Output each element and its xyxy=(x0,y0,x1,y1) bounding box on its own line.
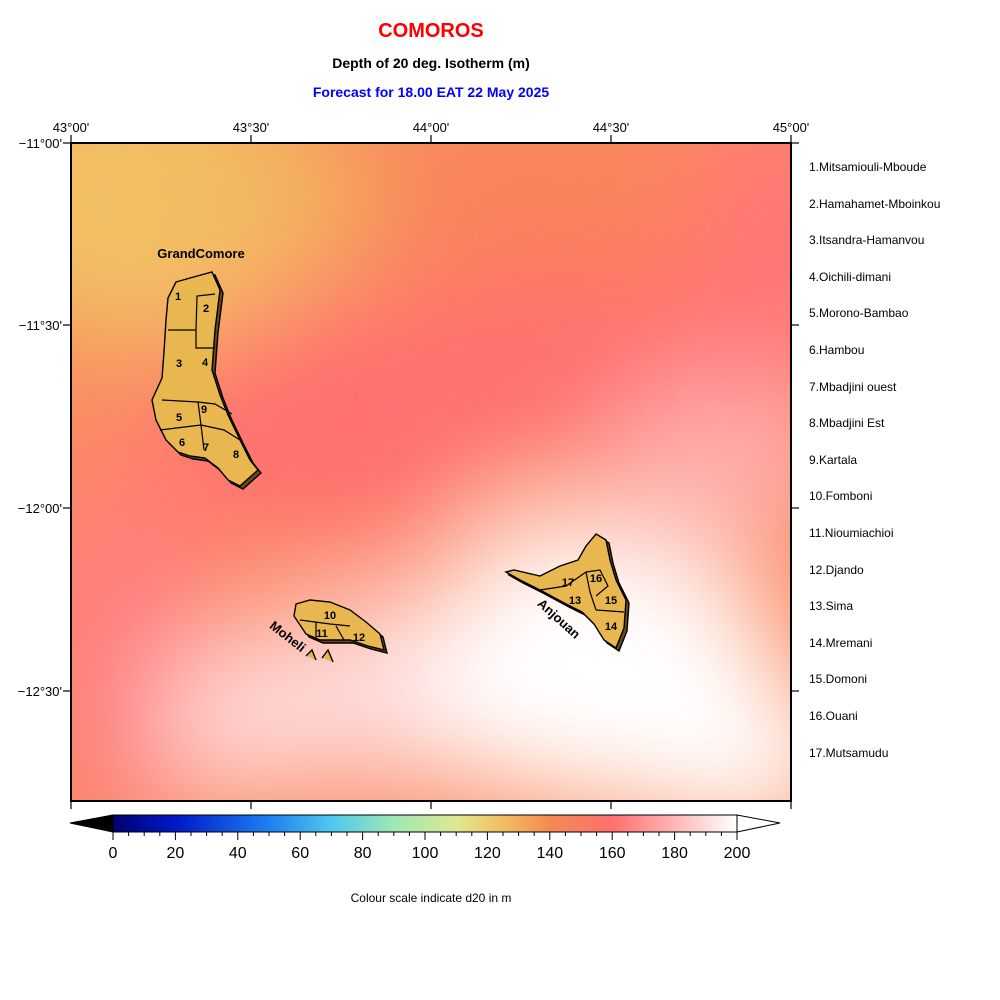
map-title: COMOROS xyxy=(378,20,484,42)
colorbar-tick-label: 160 xyxy=(599,845,626,862)
colorbar-tick-label: 200 xyxy=(724,845,751,862)
legend-item: 2.Hamahamet-Mboinkou xyxy=(809,196,941,211)
district-number: 9 xyxy=(201,404,207,416)
district-number: 3 xyxy=(176,358,182,370)
legend-item: 5.Morono-Bambao xyxy=(809,306,909,321)
district-number: 13 xyxy=(569,595,581,607)
district-number: 17 xyxy=(562,577,574,589)
legend-item: 17.Mutsamudu xyxy=(809,745,889,760)
axis-ticks xyxy=(63,135,799,809)
legend-item: 4.Oichili-dimani xyxy=(809,269,892,284)
lat-tick-label: −11°30' xyxy=(19,318,62,333)
lat-tick-label: −12°30' xyxy=(18,684,62,699)
colorbar: 0 20 40 60 80 100 120 140 160 180 200 xyxy=(69,814,781,862)
legend-item: 12.Djando xyxy=(809,562,864,577)
district-number: 6 xyxy=(179,437,185,449)
lat-tick-label: −11°00' xyxy=(19,136,62,151)
district-number: 2 xyxy=(203,303,209,315)
colorbar-caption: Colour scale indicate d20 in m xyxy=(350,891,512,905)
lat-tick-label: −12°00' xyxy=(18,501,62,516)
island-label-grand-comore: GrandComore xyxy=(157,246,244,261)
grand-comore-island xyxy=(151,271,262,490)
district-number: 4 xyxy=(202,357,209,369)
map-subtitle: Depth of 20 deg. Isotherm (m) xyxy=(332,55,530,71)
district-number: 5 xyxy=(176,412,182,424)
colorbar-tick-label: 0 xyxy=(109,845,118,862)
colorbar-over-arrow xyxy=(736,814,781,833)
legend-item: 11.Nioumiachioi xyxy=(809,525,894,540)
legend-item: 14.Mremani xyxy=(809,635,873,650)
forecast-time: Forecast for 18.00 EAT 22 May 2025 xyxy=(312,84,550,100)
colorbar-tick-label: 80 xyxy=(354,845,372,862)
legend-item: 8.Mbadjini Est xyxy=(809,416,885,431)
colorbar-tick-label: 120 xyxy=(474,845,501,862)
district-number: 8 xyxy=(233,449,239,461)
legend-item: 3.Itsandra-Hamanvou xyxy=(809,233,925,248)
colorbar-tick-label: 100 xyxy=(412,845,439,862)
legend-item: 10.Fomboni xyxy=(809,489,873,504)
district-number: 7 xyxy=(203,442,209,454)
colorbar-under-arrow xyxy=(69,814,114,833)
legend-item: 1.Mitsamiouli-Mboude xyxy=(809,160,927,174)
legend-item: 7.Mbadjini ouest xyxy=(809,379,897,394)
district-legend: 1.Mitsamiouli-Mboude 2.Hamahamet-Mboinko… xyxy=(809,158,1000,780)
lon-tick-label: 43°30' xyxy=(233,120,270,135)
legend-item: 16.Ouani xyxy=(809,708,858,723)
lon-tick-label: 43°00' xyxy=(53,120,90,135)
district-number: 11 xyxy=(316,628,328,640)
colorbar-tick-label: 40 xyxy=(229,845,247,862)
colorbar-tick-label: 140 xyxy=(536,845,563,862)
district-number: 14 xyxy=(605,621,618,633)
district-number: 12 xyxy=(353,632,365,644)
lon-tick-label: 44°30' xyxy=(593,120,630,135)
moheli-island xyxy=(293,599,388,663)
d20-field xyxy=(71,143,791,801)
district-number: 1 xyxy=(175,291,181,303)
district-number-labels: 1 2 3 4 5 6 7 8 9 10 11 12 13 14 15 16 1… xyxy=(175,291,618,644)
colorbar-tick-label: 180 xyxy=(661,845,688,862)
colorbar-tick-label: 20 xyxy=(167,845,185,862)
legend-item: 9.Kartala xyxy=(809,452,858,467)
anjouan-island xyxy=(504,533,630,653)
district-number: 10 xyxy=(324,610,336,622)
district-number: 15 xyxy=(605,595,617,607)
colorbar-tick-label: 60 xyxy=(291,845,309,862)
legend-item: 15.Domoni xyxy=(809,672,868,687)
lon-tick-label: 44°00' xyxy=(413,120,450,135)
colorbar-gradient xyxy=(112,814,738,833)
legend-item: 6.Hambou xyxy=(809,342,865,357)
district-number: 16 xyxy=(590,573,602,585)
legend-item: 13.Sima xyxy=(809,599,854,614)
lon-tick-label: 45°00' xyxy=(773,120,810,135)
